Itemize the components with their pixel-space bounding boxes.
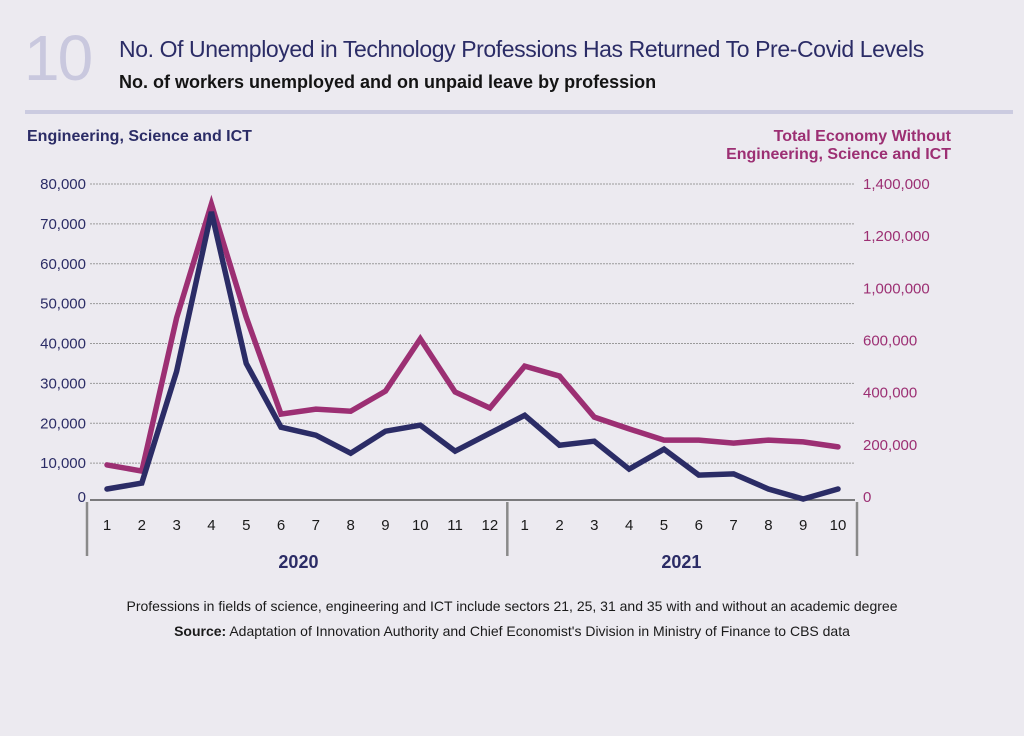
source-line: Source: Adaptation of Innovation Authori… [0, 623, 1024, 639]
left-tick-label: 80,000 [40, 176, 86, 193]
month-label: 5 [660, 517, 668, 534]
month-label: 4 [207, 517, 215, 534]
left-tick-label: 0 [78, 489, 86, 506]
right-axis-title-line2: Engineering, Science and ICT [726, 146, 951, 163]
chart-subtitle: No. of workers unemployed and on unpaid … [119, 72, 657, 92]
left-tick-label: 70,000 [40, 216, 86, 233]
month-label: 2 [138, 517, 146, 534]
left-axis-title: Engineering, Science and ICT [27, 128, 252, 145]
gridlines [90, 183, 855, 464]
right-tick-label: 0 [863, 489, 871, 506]
month-label: 6 [695, 517, 703, 534]
source-label: Source: [174, 623, 227, 639]
chart-title: No. Of Unemployed in Technology Professi… [119, 36, 924, 62]
left-tick-label: 60,000 [40, 256, 86, 273]
left-tick-label: 40,000 [40, 336, 86, 353]
left-tick-label: 30,000 [40, 375, 86, 392]
month-label: 5 [242, 517, 250, 534]
series-lines [104, 194, 841, 502]
right-tick-label: 400,000 [863, 385, 917, 402]
figure-number: 10 [24, 22, 93, 94]
month-label: 1 [103, 517, 111, 534]
month-label: 8 [764, 517, 772, 534]
month-label: 7 [729, 517, 737, 534]
month-label: 7 [312, 517, 320, 534]
right-tick-label: 1,000,000 [863, 280, 930, 297]
month-label: 10 [830, 517, 847, 534]
month-label: 10 [412, 517, 429, 534]
month-label: 3 [590, 517, 598, 534]
series-line-engineering-science-ict [104, 211, 841, 502]
footnote: Professions in fields of science, engine… [126, 598, 898, 614]
left-tick-label: 50,000 [40, 296, 86, 313]
month-label: 2 [555, 517, 563, 534]
right-tick-label: 200,000 [863, 437, 917, 454]
month-label: 3 [172, 517, 180, 534]
header-divider [25, 110, 1013, 114]
right-axis-title: Total Economy Without Engineering, Scien… [726, 128, 951, 164]
right-tick-label: 1,200,000 [863, 228, 930, 245]
right-axis-title-line1: Total Economy Without [773, 128, 951, 145]
source-text: Adaptation of Innovation Authority and C… [226, 623, 850, 639]
month-label: 8 [346, 517, 354, 534]
month-label: 12 [482, 517, 499, 534]
year-label: 2020 [278, 552, 318, 572]
month-label: 11 [447, 517, 463, 534]
month-label: 6 [277, 517, 285, 534]
month-label: 4 [625, 517, 633, 534]
series-line-total-economy [104, 194, 841, 475]
month-label: 9 [799, 517, 807, 534]
left-tick-label: 10,000 [40, 455, 86, 472]
month-label: 9 [381, 517, 389, 534]
right-tick-label: 600,000 [863, 333, 917, 350]
left-tick-label: 20,000 [40, 415, 86, 432]
right-axis-ticks: 0 200,000 400,000 600,000 1,000,000 1,200,000… [863, 176, 930, 506]
right-tick-label: 1,400,000 [863, 176, 930, 193]
month-label: 1 [521, 517, 529, 534]
year-label: 2021 [661, 552, 701, 572]
left-axis-ticks: 0 10,000 20,000 30,000 40,000 50,000 60,000 70,… [40, 176, 86, 506]
